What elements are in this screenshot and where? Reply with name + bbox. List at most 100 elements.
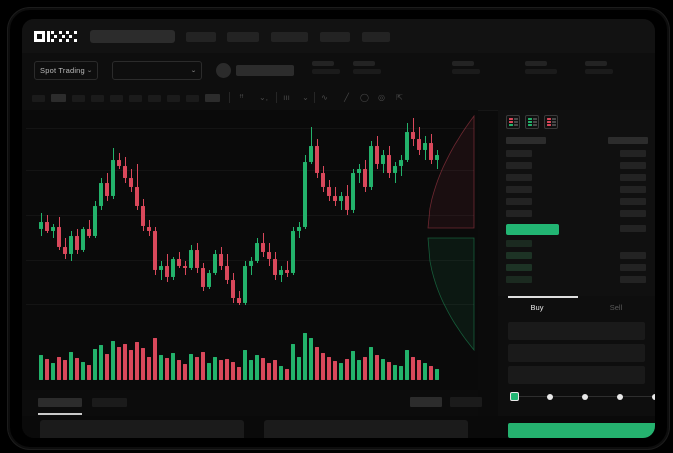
volume-bar [423, 363, 427, 380]
order-book-ask-row[interactable] [506, 150, 532, 157]
bottom-panel[interactable] [40, 420, 244, 438]
interval-button[interactable] [148, 95, 161, 102]
volume-bar [189, 354, 193, 380]
submit-order-button[interactable] [508, 423, 655, 438]
order-book-ask-row[interactable] [506, 210, 532, 217]
candle-body [117, 159, 121, 167]
book-asks-icon[interactable] [544, 115, 558, 129]
volume-bar [357, 360, 361, 380]
slider-stop[interactable] [617, 393, 623, 400]
order-book-ask-row[interactable] [506, 198, 532, 205]
slider-handle[interactable] [510, 392, 519, 401]
order-book-bid-row[interactable] [506, 264, 532, 271]
interval-button[interactable] [51, 94, 66, 102]
bottom-panel[interactable] [264, 420, 468, 438]
header-nav-item[interactable] [320, 32, 350, 42]
fullscreen-icon[interactable]: ⇱ [396, 93, 403, 102]
candle-body [423, 143, 427, 151]
candle-wick [160, 261, 162, 280]
tab-sell[interactable]: Sell [577, 303, 655, 312]
candle-body [231, 279, 235, 299]
interval-button[interactable] [205, 94, 220, 102]
volume-bar [273, 360, 277, 380]
candle-body [261, 242, 265, 252]
book-bids-icon[interactable] [525, 115, 539, 129]
order-book-ask-row[interactable] [506, 162, 532, 169]
volume-bar [111, 340, 115, 380]
volume-bar [381, 358, 385, 380]
order-book-bid-row[interactable] [506, 252, 532, 259]
divider [314, 92, 315, 103]
interval-button[interactable] [72, 95, 85, 102]
interval-button[interactable] [110, 95, 123, 102]
header-search-field[interactable] [90, 30, 175, 43]
candle-wick [340, 191, 342, 211]
interval-button[interactable] [186, 95, 199, 102]
chart-footer-tab[interactable] [92, 398, 127, 407]
header-nav-item[interactable] [186, 32, 216, 42]
book-both-icon[interactable] [506, 115, 520, 129]
trading-pair-select[interactable]: ⌄ [112, 61, 202, 80]
candle-wick [184, 261, 186, 275]
settings-icon[interactable]: ◎ [378, 93, 385, 102]
okx-logo[interactable] [34, 31, 80, 42]
order-book-ask-row[interactable] [506, 186, 532, 193]
candle-body [165, 265, 169, 278]
volume-bar [135, 342, 139, 380]
stat-value [452, 69, 480, 74]
header-nav-item[interactable] [271, 32, 308, 42]
compare-icon[interactable]: ⌄, [259, 93, 268, 102]
order-book-bid-row[interactable] [506, 240, 532, 247]
order-book-bid-row[interactable] [506, 276, 532, 283]
volume-bar [177, 359, 181, 380]
candle-body [87, 228, 91, 236]
chart-footer-action[interactable] [450, 397, 482, 407]
interval-button[interactable] [32, 95, 45, 102]
line-chart-icon[interactable]: ∿ [321, 93, 328, 102]
volume-bar [51, 363, 55, 380]
candle-body [147, 226, 151, 232]
tab-buy[interactable]: Buy [498, 303, 576, 312]
header-nav-item[interactable] [362, 32, 390, 42]
interval-button[interactable] [129, 95, 142, 102]
indicator-icon[interactable]: ᶠᶠ [239, 93, 244, 102]
market-type-select[interactable]: Spot Trading ⌄ [34, 61, 98, 80]
volume-bar [117, 346, 121, 380]
interval-button[interactable] [167, 95, 180, 102]
volume-bar [339, 363, 343, 380]
candle-wick [358, 164, 360, 183]
candle-body [381, 154, 385, 165]
stat-label [585, 61, 607, 66]
volume-bar [171, 352, 175, 380]
slider-stop[interactable] [582, 393, 588, 400]
avatar [216, 63, 231, 78]
order-total-input[interactable] [508, 366, 645, 384]
volume-bar [375, 354, 379, 380]
candle-body [195, 249, 199, 269]
chart-footer-action[interactable] [410, 397, 442, 407]
order-book-ask-amount [620, 186, 646, 193]
candle-body [333, 196, 337, 202]
order-price-input[interactable] [508, 322, 645, 340]
interval-button[interactable] [91, 95, 104, 102]
slider-stop[interactable] [547, 393, 553, 400]
drawing-tools-icon[interactable]: ╱ [344, 93, 349, 102]
candle-type-icon[interactable]: ııı [283, 93, 290, 102]
candle-body [171, 258, 175, 278]
price-chart-panel[interactable] [22, 110, 478, 390]
header-nav-item[interactable] [227, 32, 259, 42]
candle-body [189, 249, 193, 269]
volume-series [22, 325, 478, 380]
order-amount-input[interactable] [508, 344, 645, 362]
chart-footer-tab[interactable] [38, 398, 82, 407]
order-book-panel[interactable] [498, 110, 655, 296]
candle-body [387, 154, 391, 174]
camera-icon[interactable]: ◯ [360, 93, 369, 102]
candle-body [375, 145, 379, 165]
order-amount-slider[interactable] [508, 392, 655, 401]
volume-bar [363, 357, 367, 380]
chevron-down-icon[interactable]: ⌄ [302, 93, 309, 102]
slider-stop[interactable] [652, 393, 655, 400]
order-book-ask-row[interactable] [506, 174, 532, 181]
order-book-ask-amount [620, 150, 646, 157]
